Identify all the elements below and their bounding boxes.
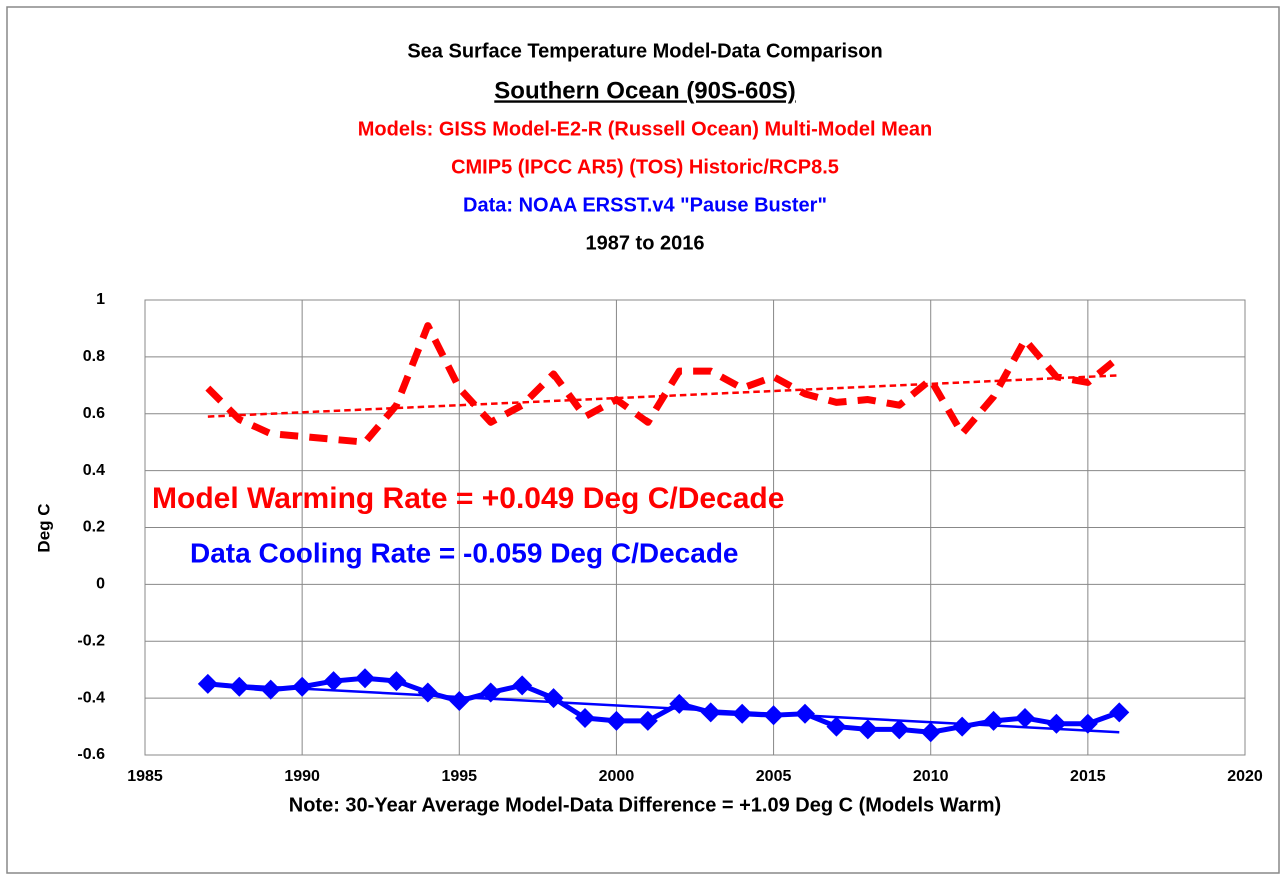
annotation: Data Cooling Rate = -0.059 Deg C/Decade bbox=[190, 537, 739, 568]
y-tick-label: -0.4 bbox=[77, 689, 105, 706]
series-line bbox=[207, 374, 1120, 418]
data-point bbox=[417, 682, 438, 703]
data-point bbox=[857, 719, 878, 740]
data-point bbox=[763, 705, 784, 726]
data-point bbox=[355, 668, 375, 689]
note: Note: 30-Year Average Model-Data Differe… bbox=[289, 794, 1001, 816]
x-tick-label: 2005 bbox=[756, 768, 792, 785]
data-point bbox=[732, 703, 753, 724]
data-point bbox=[700, 702, 721, 723]
data-point bbox=[386, 671, 407, 692]
data-point bbox=[606, 710, 627, 731]
data-point bbox=[889, 719, 910, 740]
series-line bbox=[207, 682, 1120, 734]
data-point bbox=[826, 716, 847, 737]
y-tick-label: 0.6 bbox=[83, 405, 105, 422]
y-tick-label: -0.6 bbox=[77, 746, 105, 763]
chart-title: Models: GISS Model-E2-R (Russell Ocean) … bbox=[358, 118, 933, 140]
x-tick-label: 2015 bbox=[1070, 768, 1106, 785]
data-point bbox=[512, 675, 533, 696]
data-point bbox=[1015, 708, 1035, 729]
y-tick-label: 0.4 bbox=[83, 462, 105, 479]
y-tick-label: -0.2 bbox=[77, 632, 105, 649]
data-point bbox=[1077, 713, 1098, 734]
chart-title: CMIP5 (IPCC AR5) (TOS) Historic/RCP8.5 bbox=[451, 156, 839, 178]
chart-title: Data: NOAA ERSST.v4 "Pause Buster" bbox=[463, 194, 827, 216]
chart-title: Southern Ocean (90S-60S) bbox=[494, 77, 795, 104]
y-tick-label: 0.8 bbox=[83, 348, 105, 365]
x-tick-label: 2020 bbox=[1227, 768, 1263, 785]
chart-title: 1987 to 2016 bbox=[586, 232, 705, 254]
data-point bbox=[229, 676, 250, 697]
data-point bbox=[260, 679, 281, 700]
data-point bbox=[323, 671, 344, 692]
y-tick-label: 0 bbox=[96, 576, 105, 593]
data-point bbox=[292, 676, 313, 697]
y-tick-label: 0.2 bbox=[83, 519, 105, 536]
annotation: Model Warming Rate = +0.049 Deg C/Decade bbox=[152, 482, 784, 515]
data-point bbox=[952, 716, 973, 737]
x-tick-label: 1990 bbox=[284, 768, 320, 785]
data-point bbox=[1109, 702, 1130, 723]
data-point bbox=[637, 710, 658, 731]
x-tick-label: 2010 bbox=[913, 768, 949, 785]
data-point bbox=[795, 703, 815, 724]
y-tick-label: 1 bbox=[96, 291, 105, 308]
data-point bbox=[920, 722, 941, 743]
x-tick-label: 1985 bbox=[127, 768, 163, 785]
x-tick-label: 2000 bbox=[599, 768, 635, 785]
chart-title: Sea Surface Temperature Model-Data Compa… bbox=[407, 40, 882, 62]
y-axis-label: Deg C bbox=[34, 503, 53, 552]
data-point bbox=[575, 708, 595, 729]
x-tick-label: 1995 bbox=[441, 768, 477, 785]
